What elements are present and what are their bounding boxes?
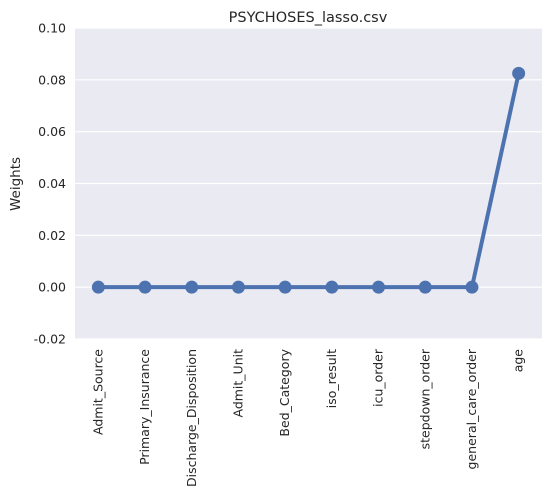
x-tick-label: icu_order	[371, 348, 386, 407]
data-point	[185, 280, 199, 294]
series-line	[98, 72, 521, 290]
data-point	[231, 280, 245, 294]
x-tick-label: iso_result	[324, 349, 339, 408]
x-tick-label: Bed_Category	[277, 348, 292, 436]
data-point	[465, 280, 479, 294]
y-tick-label: 0.04	[38, 176, 66, 191]
chart-title: PSYCHOSES_lasso.csv	[229, 10, 388, 26]
data-point	[418, 280, 432, 294]
x-tick-label: general_care_order	[464, 348, 479, 469]
y-tick-label: 0.02	[38, 228, 66, 243]
x-tick-label: Discharge_Disposition	[184, 349, 199, 487]
y-tick-label: 0.06	[38, 124, 66, 139]
x-tick-label: Admit_Source	[90, 349, 105, 435]
data-point	[512, 66, 526, 80]
data-point	[372, 280, 386, 294]
y-tick-label: 0.10	[38, 21, 66, 36]
data-point	[138, 280, 152, 294]
y-tick-labels: -0.02 0.00 0.02 0.04 0.06 0.08 0.10	[34, 21, 66, 347]
x-tick-label: Admit_Unit	[230, 349, 245, 418]
y-axis-label: Weights	[8, 157, 24, 211]
x-tick-label: Primary_Insurance	[137, 349, 152, 465]
data-point	[325, 280, 339, 294]
data-point	[91, 280, 105, 294]
x-tick-labels: Admit_Source Primary_Insurance Discharge_D…	[90, 348, 525, 487]
y-tick-label: 0.00	[38, 280, 66, 295]
series-group	[91, 66, 526, 294]
y-tick-label: -0.02	[34, 332, 66, 347]
x-tick-label: stepdown_order	[417, 348, 432, 449]
y-tick-label: 0.08	[38, 72, 66, 87]
data-point	[278, 280, 292, 294]
x-tick-label: age	[511, 349, 526, 373]
